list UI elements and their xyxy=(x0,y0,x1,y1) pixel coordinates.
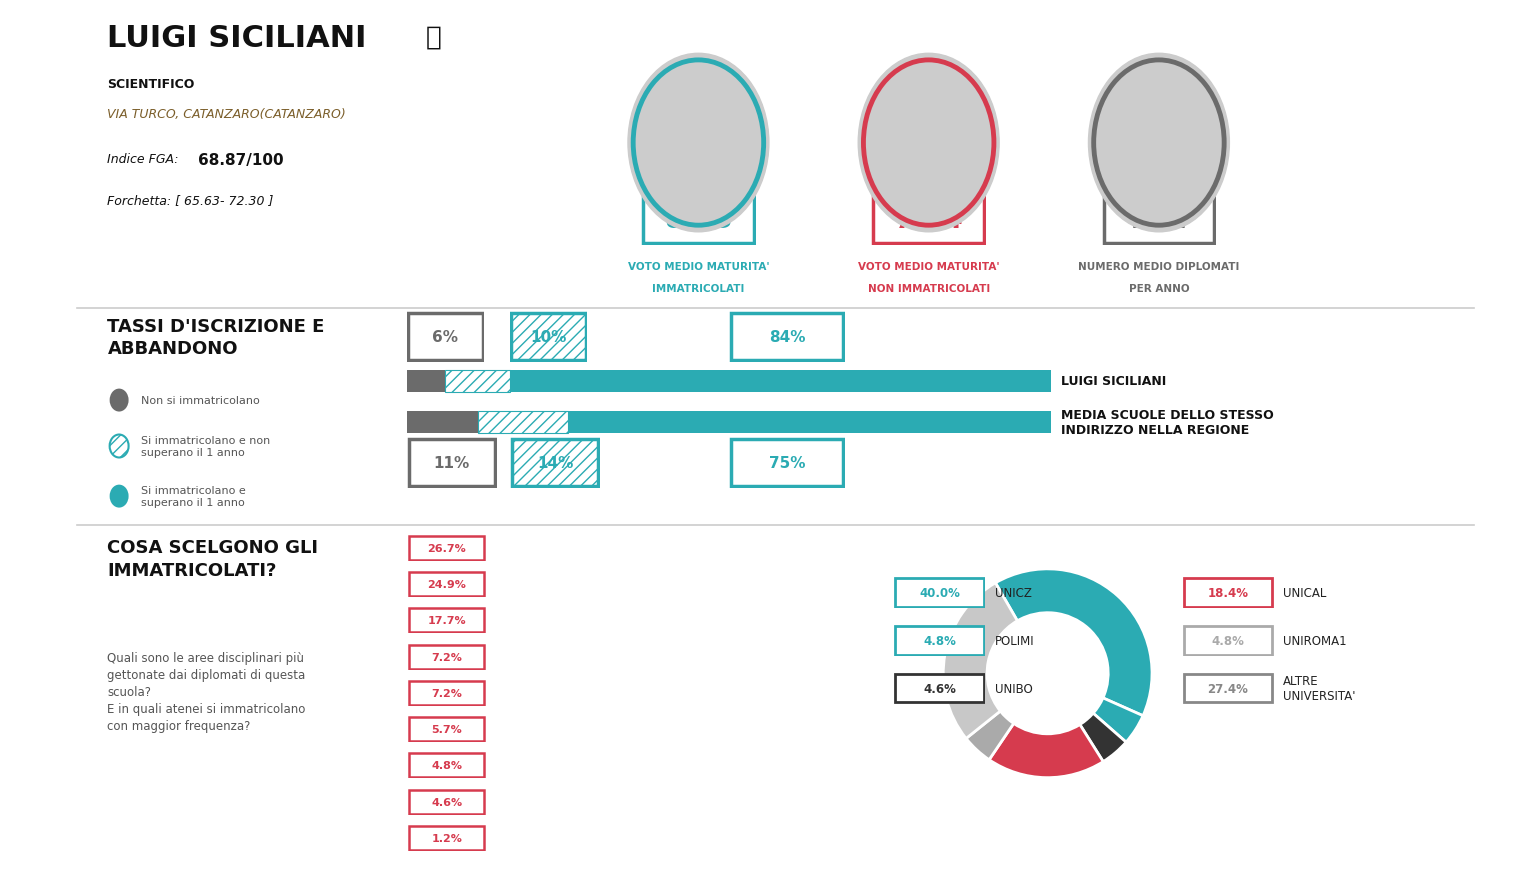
FancyBboxPatch shape xyxy=(410,681,484,705)
FancyBboxPatch shape xyxy=(410,717,484,741)
Bar xyxy=(510,370,1051,393)
Text: Forchetta: [ 65.63- 72.30 ]: Forchetta: [ 65.63- 72.30 ] xyxy=(107,194,273,207)
Text: UMANISTICA: UMANISTICA xyxy=(721,760,800,771)
Text: 78.4: 78.4 xyxy=(895,206,962,234)
FancyBboxPatch shape xyxy=(1104,196,1214,244)
FancyBboxPatch shape xyxy=(410,790,484,813)
Text: 4.8%: 4.8% xyxy=(1211,634,1245,647)
FancyBboxPatch shape xyxy=(410,608,484,633)
Text: 4.6%: 4.6% xyxy=(923,682,956,694)
Text: VOTO MEDIO MATURITA': VOTO MEDIO MATURITA' xyxy=(628,262,769,272)
Text: UNICZ: UNICZ xyxy=(995,587,1032,599)
Text: 27.4%: 27.4% xyxy=(1208,682,1248,694)
Text: TASSI D'ISCRIZIONE E
ABBANDONO: TASSI D'ISCRIZIONE E ABBANDONO xyxy=(107,317,325,357)
FancyBboxPatch shape xyxy=(895,626,984,655)
FancyBboxPatch shape xyxy=(1183,578,1273,607)
Text: ⌖: ⌖ xyxy=(425,24,441,50)
Bar xyxy=(477,411,568,434)
Text: 40.0%: 40.0% xyxy=(919,587,959,599)
Text: Indice FGA:: Indice FGA: xyxy=(107,153,187,166)
Text: 14%: 14% xyxy=(537,455,573,471)
Text: SCIENTIFICA: SCIENTIFICA xyxy=(721,580,800,589)
Wedge shape xyxy=(995,569,1153,716)
Text: Si immatricolano e
superano il 1 anno: Si immatricolano e superano il 1 anno xyxy=(141,486,246,507)
FancyBboxPatch shape xyxy=(732,440,843,487)
FancyBboxPatch shape xyxy=(732,314,843,361)
FancyBboxPatch shape xyxy=(873,196,984,244)
Text: 4.8%: 4.8% xyxy=(431,760,462,771)
Bar xyxy=(568,411,1051,434)
Text: 75%: 75% xyxy=(769,455,806,471)
Text: 17.7%: 17.7% xyxy=(427,615,467,626)
Text: GIURIDICO-POLITICA: GIURIDICO-POLITICA xyxy=(697,652,824,662)
FancyBboxPatch shape xyxy=(410,573,484,596)
Ellipse shape xyxy=(109,435,129,458)
Text: LUIGI SICILIANI: LUIGI SICILIANI xyxy=(107,24,367,53)
Text: 86.3: 86.3 xyxy=(665,206,732,234)
Text: 68.87/100: 68.87/100 xyxy=(198,153,284,168)
Bar xyxy=(407,411,477,434)
Text: NON IMMATRICOLATI: NON IMMATRICOLATI xyxy=(867,283,990,294)
FancyBboxPatch shape xyxy=(511,314,586,361)
Text: POLIMI: POLIMI xyxy=(995,634,1035,647)
FancyBboxPatch shape xyxy=(895,578,984,607)
FancyBboxPatch shape xyxy=(408,314,482,361)
Ellipse shape xyxy=(109,389,129,412)
Wedge shape xyxy=(1079,713,1127,762)
FancyBboxPatch shape xyxy=(511,440,599,487)
Text: ECONOMICO-STATISTICA: ECONOMICO-STATISTICA xyxy=(685,615,837,626)
Text: UNIBO: UNIBO xyxy=(995,682,1033,694)
Text: COSA SCELGONO GLI
IMMATRICOLATI?: COSA SCELGONO GLI IMMATRICOLATI? xyxy=(107,539,318,579)
FancyBboxPatch shape xyxy=(643,196,754,244)
Text: SOCIALE: SOCIALE xyxy=(734,724,787,734)
Wedge shape xyxy=(966,711,1013,760)
Bar xyxy=(407,370,445,393)
Text: TECNICA: TECNICA xyxy=(734,543,787,554)
Wedge shape xyxy=(942,583,1018,739)
Text: NUMERO MEDIO DIPLOMATI: NUMERO MEDIO DIPLOMATI xyxy=(1078,262,1240,272)
Text: Non si immatricolano: Non si immatricolano xyxy=(141,395,259,406)
FancyBboxPatch shape xyxy=(410,826,484,850)
Text: 18.4%: 18.4% xyxy=(1208,587,1248,599)
Text: 5.7%: 5.7% xyxy=(431,724,462,734)
Text: SANITARIA: SANITARIA xyxy=(728,797,794,806)
Text: SCIENZE MOTORIE: SCIENZE MOTORIE xyxy=(703,833,818,843)
Wedge shape xyxy=(989,724,1104,778)
Text: 1.2%: 1.2% xyxy=(431,833,462,843)
Text: 10%: 10% xyxy=(531,329,566,345)
Text: PER ANNO: PER ANNO xyxy=(1128,283,1190,294)
FancyBboxPatch shape xyxy=(410,753,484,778)
Text: VOTO MEDIO MATURITA': VOTO MEDIO MATURITA' xyxy=(858,262,999,272)
Text: 7.2%: 7.2% xyxy=(431,688,462,698)
Text: 4.6%: 4.6% xyxy=(431,797,462,806)
Text: VIA TURCO, CATANZARO(CATANZARO): VIA TURCO, CATANZARO(CATANZARO) xyxy=(107,108,347,121)
Text: Si immatricolano e non
superano il 1 anno: Si immatricolano e non superano il 1 ann… xyxy=(141,435,270,457)
Text: 24.9%: 24.9% xyxy=(427,580,467,589)
Text: 6%: 6% xyxy=(433,329,459,345)
FancyBboxPatch shape xyxy=(410,536,484,561)
Text: LUIGI SICILIANI: LUIGI SICILIANI xyxy=(1061,375,1167,388)
Wedge shape xyxy=(1093,698,1144,742)
FancyBboxPatch shape xyxy=(410,645,484,669)
Text: MEDIA SCUOLE DELLO STESSO
INDIRIZZO NELLA REGIONE: MEDIA SCUOLE DELLO STESSO INDIRIZZO NELL… xyxy=(1061,408,1274,436)
FancyBboxPatch shape xyxy=(1183,673,1273,703)
Text: Quali sono le aree disciplinari più
gettonate dai diplomati di questa
scuola?
E : Quali sono le aree disciplinari più gett… xyxy=(107,652,305,733)
Text: 26.7%: 26.7% xyxy=(427,543,467,554)
Text: 84%: 84% xyxy=(769,329,806,345)
Text: UNIROMA1: UNIROMA1 xyxy=(1283,634,1346,647)
Text: MEDICA: MEDICA xyxy=(737,688,784,698)
Ellipse shape xyxy=(109,485,129,508)
Text: ALTRE
UNIVERSITA': ALTRE UNIVERSITA' xyxy=(1283,674,1355,702)
FancyBboxPatch shape xyxy=(895,673,984,703)
Text: SCIENTIFICO: SCIENTIFICO xyxy=(107,78,195,91)
FancyBboxPatch shape xyxy=(1183,626,1273,655)
Text: UNICAL: UNICAL xyxy=(1283,587,1326,599)
Text: 11%: 11% xyxy=(434,455,470,471)
Text: 7.2%: 7.2% xyxy=(431,652,462,662)
Text: 162: 162 xyxy=(1130,206,1188,234)
Text: IMMATRICOLATI: IMMATRICOLATI xyxy=(652,283,744,294)
Text: 4.8%: 4.8% xyxy=(923,634,956,647)
FancyBboxPatch shape xyxy=(408,440,496,487)
Bar xyxy=(445,370,510,393)
